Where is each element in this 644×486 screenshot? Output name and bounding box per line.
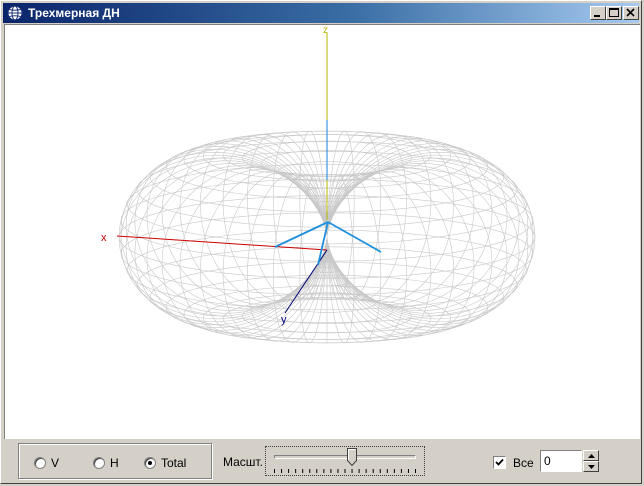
minimize-button[interactable] <box>590 6 606 20</box>
radio-v[interactable]: V <box>34 456 59 470</box>
mesh-line <box>149 261 505 333</box>
polarization-radio-group: V H Total <box>18 443 212 479</box>
window-title: Трехмерная ДН <box>28 6 120 20</box>
scale-label: Масшт. <box>223 455 263 469</box>
spin-up-icon <box>588 454 595 458</box>
scale-slider[interactable] <box>265 446 425 476</box>
mesh-line <box>120 178 534 262</box>
mesh-line <box>320 213 334 217</box>
minimize-icon <box>594 15 600 17</box>
mesh-line <box>292 285 362 300</box>
x-axis-line <box>116 235 328 251</box>
z-axis-label: z <box>323 25 328 36</box>
radio-label-h: H <box>110 456 119 470</box>
radio-button-v[interactable] <box>34 457 46 469</box>
antenna-element-down <box>317 221 329 266</box>
radiation-pattern-3d[interactable]: z x y <box>5 25 640 439</box>
checkmark-icon <box>495 458 504 466</box>
radio-label-v: V <box>51 456 60 470</box>
mesh-line <box>183 130 471 189</box>
mesh-line <box>222 134 432 177</box>
mesh-line <box>126 229 528 311</box>
all-checkbox-label: Все <box>513 456 534 470</box>
mesh-line <box>324 247 330 250</box>
y-axis-label: y <box>281 314 287 326</box>
all-checkbox[interactable] <box>493 456 506 469</box>
close-button[interactable] <box>623 6 639 20</box>
pattern-3d-view[interactable]: z x y <box>4 24 640 439</box>
controls-panel: V H Total Масшт. Все <box>4 441 640 483</box>
maximize-icon <box>609 8 619 17</box>
mesh-line <box>165 274 489 340</box>
axes-group: z x y <box>101 25 382 326</box>
mesh-line <box>120 212 534 296</box>
radio-label-total: Total <box>161 456 187 470</box>
mesh-line <box>313 201 341 207</box>
spin-down-icon <box>588 465 595 469</box>
spin-buttons[interactable] <box>583 450 599 472</box>
mesh-line <box>242 298 412 334</box>
close-icon <box>626 8 635 17</box>
spin-down-button[interactable] <box>583 461 599 472</box>
mesh-line <box>136 246 518 323</box>
mesh-line <box>202 130 452 181</box>
mesh-line <box>277 292 377 313</box>
title-bar[interactable]: Трехмерная ДН <box>3 3 639 23</box>
maximize-button[interactable] <box>606 6 622 20</box>
mesh-line <box>165 134 489 200</box>
radio-button-h[interactable] <box>93 457 105 469</box>
radio-button-total[interactable] <box>144 457 156 469</box>
mesh-line <box>304 276 350 287</box>
app-globe-icon <box>7 5 23 21</box>
radio-h[interactable]: H <box>93 456 119 470</box>
mesh-line <box>242 140 412 176</box>
spin-up-button[interactable] <box>583 450 599 461</box>
mesh-line <box>202 293 452 344</box>
mesh-line <box>260 297 394 325</box>
y-axis-line <box>284 249 328 314</box>
mesh-line <box>304 187 350 198</box>
mesh-line <box>149 141 505 213</box>
mesh-line <box>118 195 536 279</box>
mesh-line <box>222 297 432 340</box>
scale-slider-thumb[interactable] <box>347 448 358 466</box>
scale-slider-track[interactable] <box>274 455 416 459</box>
mesh-line <box>136 151 518 228</box>
radio-total[interactable]: Total <box>144 456 186 470</box>
antenna-element-right <box>327 221 382 253</box>
spin-value-input[interactable] <box>540 450 582 472</box>
mesh-line <box>183 285 471 344</box>
antenna-element-left <box>274 221 329 248</box>
mesh-line <box>126 163 528 245</box>
pattern-wireframe-mesh <box>118 130 536 344</box>
scale-slider-ticks <box>274 469 416 473</box>
x-axis-label: x <box>101 232 107 244</box>
